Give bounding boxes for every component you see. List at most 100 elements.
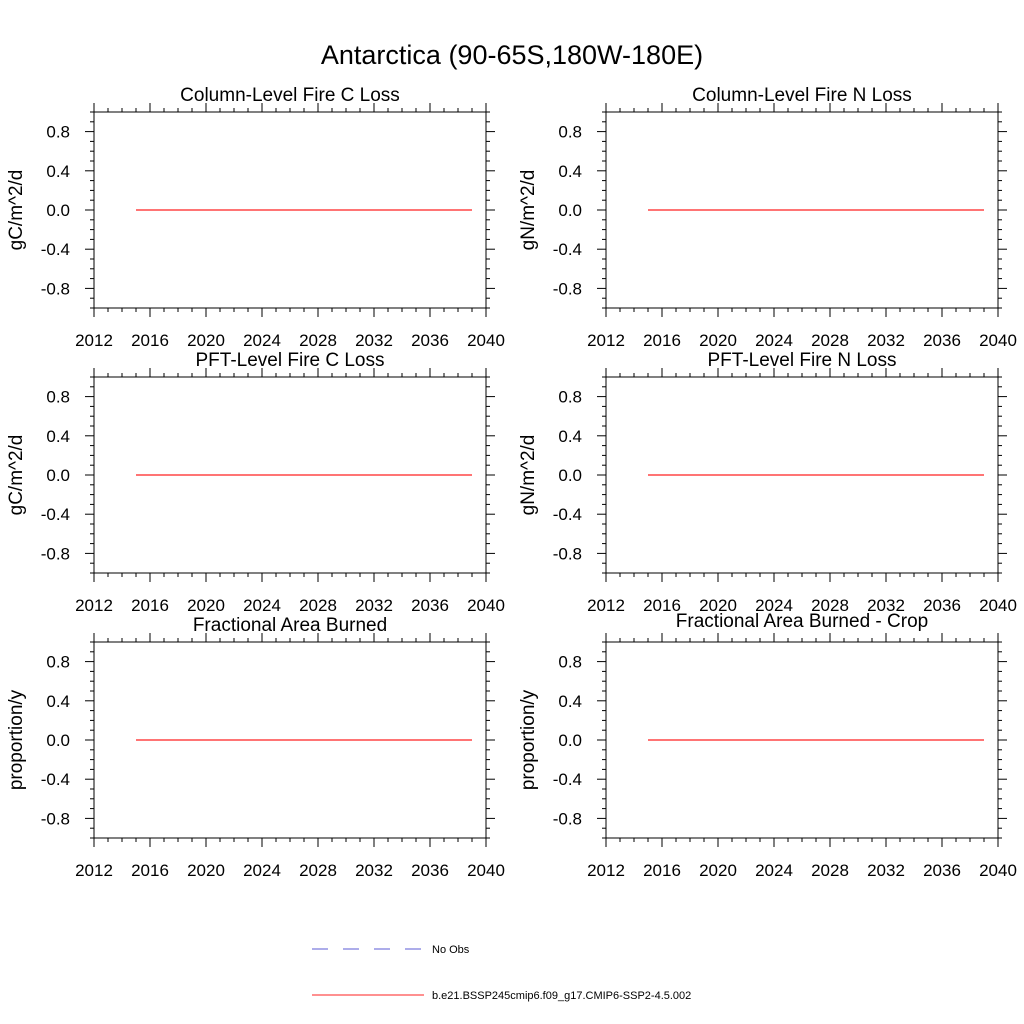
y-tick-label: -0.8 — [553, 809, 582, 828]
y-tick-label: -0.8 — [41, 544, 70, 563]
x-tick-label: 2036 — [923, 596, 961, 615]
panel-title: Fractional Area Burned — [193, 615, 387, 636]
y-tick-label: 0.4 — [46, 692, 70, 711]
chart-panel: Fractional Area Burned - Crop 2012 2016 202… — [518, 611, 1017, 880]
y-tick-label: 0.4 — [46, 427, 70, 446]
x-tick-label: 2032 — [355, 331, 393, 350]
chart-panel: PFT-Level Fire N Loss 2012 2016 2020 2024 202… — [518, 350, 1017, 615]
y-tick-label: -0.4 — [553, 505, 582, 524]
y-tick-label: 0.8 — [46, 653, 70, 672]
y-tick-label: 0.4 — [558, 162, 582, 181]
x-tick-label: 2020 — [699, 596, 737, 615]
x-tick-label: 2024 — [243, 861, 281, 880]
x-tick-label: 2020 — [699, 331, 737, 350]
x-tick-label: 2032 — [867, 861, 905, 880]
panel-title: Column-Level Fire N Loss — [692, 85, 912, 106]
y-axis-label: gC/m^2/d — [6, 435, 27, 516]
y-axis-label: gC/m^2/d — [6, 170, 27, 251]
chart-panel: PFT-Level Fire C Loss 2012 2016 2020 2024 202… — [6, 350, 505, 615]
x-tick-label: 2020 — [187, 331, 225, 350]
panel-title: Fractional Area Burned - Crop — [676, 611, 928, 632]
y-tick-label: 0.0 — [558, 201, 582, 220]
y-tick-label: 0.8 — [46, 123, 70, 142]
x-tick-label: 2040 — [467, 861, 505, 880]
y-tick-label: -0.4 — [553, 240, 582, 259]
x-tick-label: 2028 — [811, 596, 849, 615]
y-tick-label: 0.4 — [558, 692, 582, 711]
y-tick-label: 0.8 — [558, 653, 582, 672]
x-tick-label: 2020 — [187, 596, 225, 615]
panel-title: PFT-Level Fire N Loss — [708, 350, 897, 371]
x-tick-label: 2040 — [467, 331, 505, 350]
y-tick-label: -0.4 — [41, 505, 70, 524]
x-tick-label: 2024 — [755, 331, 793, 350]
y-tick-label: -0.4 — [41, 240, 70, 259]
y-tick-label: -0.8 — [41, 279, 70, 298]
y-tick-label: 0.8 — [558, 388, 582, 407]
panel-title: Column-Level Fire C Loss — [180, 85, 400, 106]
x-tick-label: 2036 — [411, 861, 449, 880]
legend-label: No Obs — [432, 944, 470, 956]
x-tick-label: 2020 — [187, 861, 225, 880]
y-tick-label: 0.0 — [558, 731, 582, 750]
x-tick-label: 2028 — [299, 596, 337, 615]
y-axis-label: gN/m^2/d — [518, 170, 539, 251]
y-axis-label: proportion/y — [6, 689, 27, 790]
x-tick-label: 2016 — [131, 596, 169, 615]
y-tick-label: 0.0 — [558, 466, 582, 485]
x-tick-label: 2036 — [411, 596, 449, 615]
y-tick-label: 0.8 — [558, 123, 582, 142]
x-tick-label: 2012 — [75, 596, 113, 615]
y-tick-label: 0.8 — [46, 388, 70, 407]
x-tick-label: 2028 — [299, 861, 337, 880]
y-tick-label: -0.8 — [553, 279, 582, 298]
x-tick-label: 2032 — [355, 596, 393, 615]
chart-panel: Column-Level Fire N Loss 2012 2016 2020 2024… — [518, 85, 1017, 350]
x-tick-label: 2040 — [467, 596, 505, 615]
x-tick-label: 2016 — [643, 596, 681, 615]
x-tick-label: 2024 — [755, 596, 793, 615]
y-tick-label: -0.4 — [41, 770, 70, 789]
x-tick-label: 2028 — [299, 331, 337, 350]
x-tick-label: 2036 — [411, 331, 449, 350]
x-tick-label: 2036 — [923, 331, 961, 350]
y-tick-label: 0.0 — [46, 201, 70, 220]
x-tick-label: 2012 — [587, 596, 625, 615]
x-tick-label: 2032 — [355, 861, 393, 880]
x-tick-label: 2012 — [587, 331, 625, 350]
x-tick-label: 2016 — [131, 331, 169, 350]
x-tick-label: 2016 — [131, 861, 169, 880]
legend: No Obs b.e21.BSSP245cmip6.f09_g17.CMIP6-S… — [312, 944, 691, 1002]
y-tick-label: -0.8 — [41, 809, 70, 828]
x-tick-label: 2024 — [755, 861, 793, 880]
chart-panel: Fractional Area Burned 2012 2016 2020 2024 20… — [6, 615, 505, 880]
x-tick-label: 2016 — [643, 861, 681, 880]
y-tick-label: 0.4 — [46, 162, 70, 181]
x-tick-label: 2032 — [867, 596, 905, 615]
y-tick-label: -0.4 — [553, 770, 582, 789]
x-tick-label: 2028 — [811, 861, 849, 880]
y-tick-label: -0.8 — [553, 544, 582, 563]
panel-title: PFT-Level Fire C Loss — [196, 350, 385, 371]
chart-panel: Column-Level Fire C Loss 2012 2016 2020 2024… — [6, 85, 505, 350]
legend-label: b.e21.BSSP245cmip6.f09_g17.CMIP6-SSP2-4.… — [432, 990, 691, 1002]
x-tick-label: 2040 — [979, 861, 1017, 880]
x-tick-label: 2040 — [979, 596, 1017, 615]
x-tick-label: 2036 — [923, 861, 961, 880]
figure-title: Antarctica (90-65S,180W-180E) — [321, 40, 703, 70]
y-axis-label: proportion/y — [518, 689, 539, 790]
x-tick-label: 2012 — [75, 861, 113, 880]
x-tick-label: 2012 — [75, 331, 113, 350]
y-tick-label: 0.0 — [46, 466, 70, 485]
x-tick-label: 2024 — [243, 331, 281, 350]
x-tick-label: 2016 — [643, 331, 681, 350]
x-tick-label: 2024 — [243, 596, 281, 615]
x-tick-label: 2012 — [587, 861, 625, 880]
y-tick-label: 0.0 — [46, 731, 70, 750]
y-axis-label: gN/m^2/d — [518, 435, 539, 516]
x-tick-label: 2028 — [811, 331, 849, 350]
x-tick-label: 2040 — [979, 331, 1017, 350]
x-tick-label: 2020 — [699, 861, 737, 880]
y-tick-label: 0.4 — [558, 427, 582, 446]
